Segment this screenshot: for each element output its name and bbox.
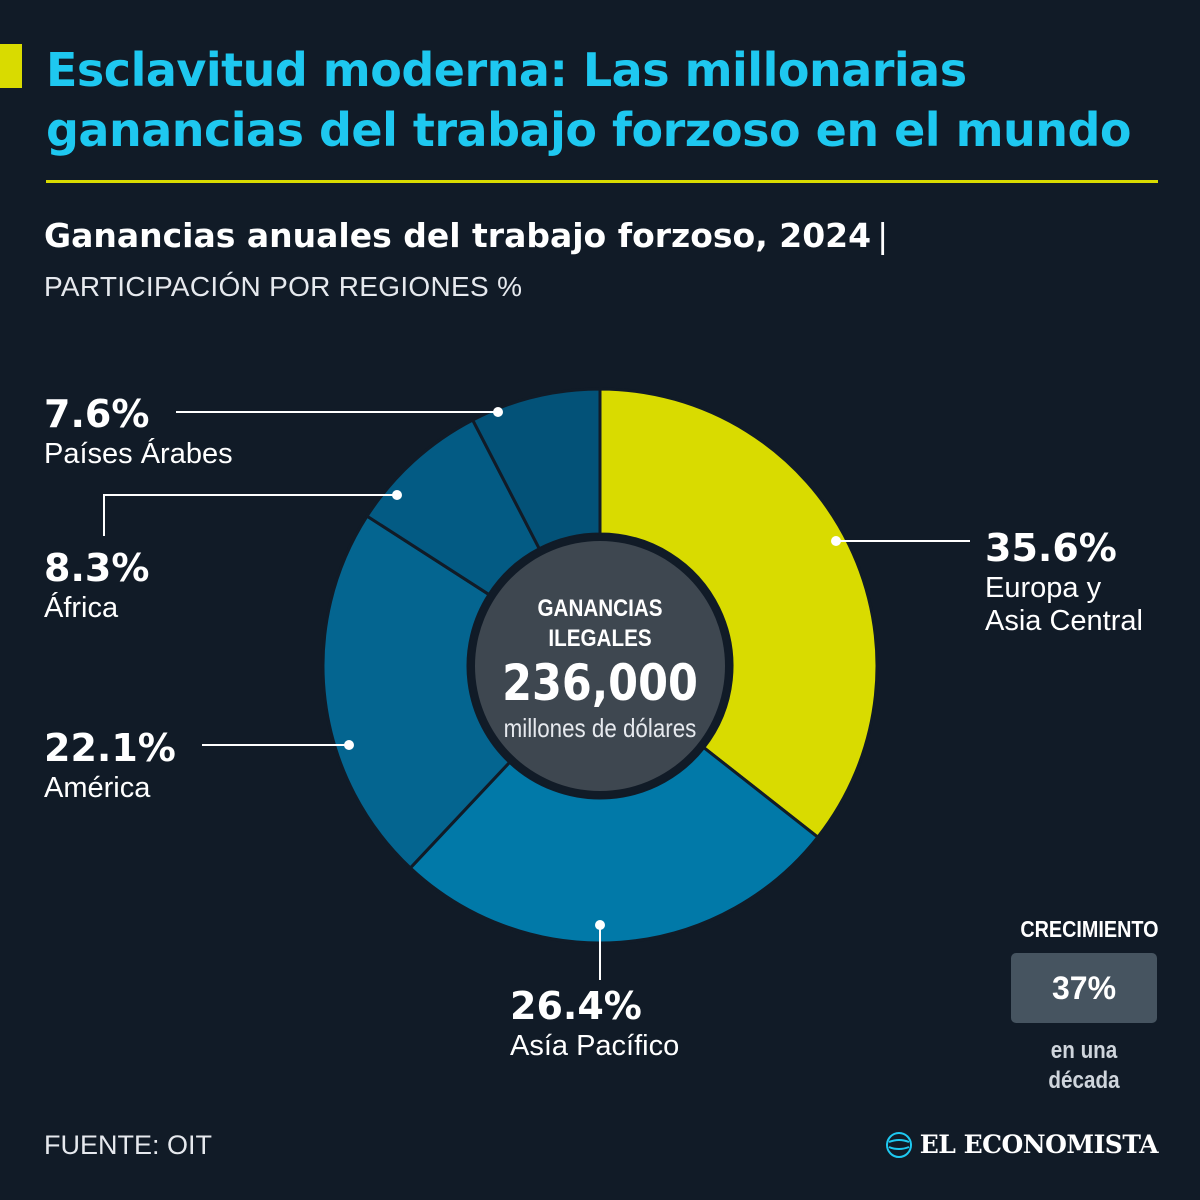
chart-subtitle: Ganancias anuales del trabajo forzoso, 2… <box>44 214 888 258</box>
slices-group <box>321 387 879 945</box>
slice-america <box>321 514 512 871</box>
center-value: 236,000 <box>502 654 698 712</box>
globe-logo-icon <box>885 1131 912 1158</box>
leader-lines <box>103 407 970 980</box>
leader-dot-paises-arabes <box>493 407 503 417</box>
label-arabes-name: Países Árabes <box>44 438 233 470</box>
label-europa: 35.6% Europa y Asia Central <box>985 526 1143 638</box>
title-divider <box>46 180 1158 183</box>
center-unit: millones de dólares <box>503 713 697 743</box>
subtitle-text: Ganancias anuales del trabajo forzoso, 2… <box>44 216 872 255</box>
subtitle-separator: | <box>877 216 889 255</box>
label-africa: 8.3% África <box>44 546 149 625</box>
label-africa-pct: 8.3% <box>44 546 150 590</box>
donut-hole <box>475 541 725 791</box>
leader-dot-america <box>344 740 354 750</box>
growth-badge: 37% <box>1011 953 1157 1023</box>
unit-label: PARTICIPACIÓN POR REGIONES % <box>44 271 523 302</box>
label-america: 22.1% América <box>44 726 176 805</box>
center-label: GANANCIAS ILEGALES <box>537 595 663 652</box>
label-africa-name: África <box>44 592 119 624</box>
label-america-name: América <box>44 772 151 804</box>
label-europa-name-1: Europa y <box>985 572 1102 604</box>
label-arabes: 7.6% Países Árabes <box>44 392 233 471</box>
center-total: GANANCIAS ILEGALES 236,000 millones de d… <box>473 594 727 744</box>
page-title: Esclavitud moderna: Las millonarias gana… <box>46 43 1132 157</box>
label-america-pct: 22.1% <box>44 726 176 770</box>
leader-dot-africa <box>392 490 402 500</box>
leader-dot-asia-pacifico <box>595 920 605 930</box>
growth-period: en una década <box>1048 1037 1120 1094</box>
label-asia-name: Asía Pacífico <box>510 1030 680 1062</box>
leader-line-africa <box>103 494 397 536</box>
source-note: FUENTE: OIT <box>44 1130 212 1160</box>
label-arabes-pct: 7.6% <box>44 392 150 436</box>
label-asia-pct: 26.4% <box>510 984 642 1028</box>
title-accent-bar <box>0 44 22 88</box>
label-europa-name-2: Asia Central <box>985 605 1143 637</box>
growth-label: CRECIMIENTO <box>1020 916 1159 942</box>
leader-dot-europa-y-asia-central <box>831 536 841 546</box>
label-asia: 26.4% Asía Pacífico <box>510 984 679 1063</box>
label-europa-pct: 35.6% <box>985 526 1117 570</box>
brand-name: EL ECONOMISTA <box>919 1130 1159 1159</box>
growth-value: 37% <box>1051 969 1117 1006</box>
brand-logo: EL ECONOMISTA <box>885 1130 1159 1159</box>
